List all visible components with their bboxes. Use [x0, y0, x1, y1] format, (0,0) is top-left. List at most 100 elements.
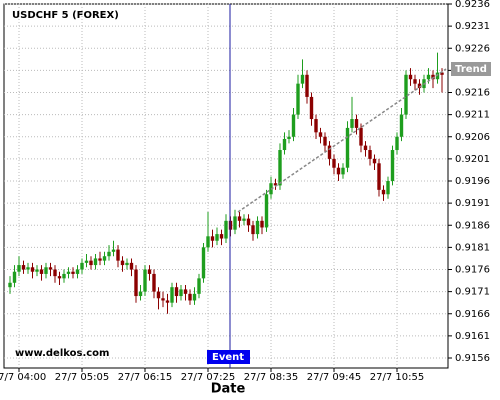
candle-body [116, 249, 120, 261]
candle-body [188, 293, 192, 301]
y-tick-label: 0.9191 [455, 198, 490, 209]
candle-body [278, 150, 282, 186]
candle-body [273, 183, 278, 186]
candle-body [21, 265, 26, 270]
candle-body [62, 273, 66, 279]
x-tick-label: 27/7 05:05 [55, 372, 109, 383]
trend-box [451, 62, 491, 76]
candle-body [219, 234, 224, 239]
y-tick-label: 0.9216 [455, 88, 490, 99]
candle-body [26, 267, 30, 270]
candle-body [210, 236, 215, 241]
candle-body [300, 74, 305, 84]
candle-body [165, 300, 170, 303]
candle-body [323, 136, 327, 146]
candle-body [201, 247, 206, 279]
candle-body [143, 269, 147, 292]
trend-label: Trend [455, 64, 487, 75]
candle-body [291, 114, 296, 137]
event-label: Event [212, 352, 244, 363]
y-tick-label: 0.9236 [455, 0, 490, 10]
candle-body [233, 216, 237, 230]
candle-body [84, 260, 89, 263]
x-tick-label: 27/7 10:55 [370, 372, 424, 383]
candle-body [368, 150, 372, 159]
candle-body [129, 262, 134, 270]
candle-body [192, 293, 197, 301]
y-tick-label: 0.9196 [455, 176, 490, 187]
y-tick-label: 0.9176 [455, 265, 490, 276]
candle-body [408, 74, 413, 80]
candle-body [111, 249, 116, 252]
candle-body [435, 72, 440, 80]
candle-body [260, 220, 264, 228]
candle-body [417, 83, 422, 89]
candle-body [12, 271, 17, 283]
watermark: www.delkos.com [15, 348, 109, 359]
candle-body [426, 74, 431, 80]
candle-body [287, 136, 291, 139]
y-tick-label: 0.9211 [455, 110, 490, 121]
candle-body [224, 220, 228, 239]
candle-body [170, 287, 174, 303]
candle-body [44, 267, 48, 274]
y-tick-label: 0.9186 [455, 220, 490, 231]
candle-body [152, 273, 156, 292]
candle-body [120, 260, 125, 266]
x-tick-label: 27/7 04:00 [0, 372, 46, 383]
x-tick-label: 27/7 07:25 [181, 372, 235, 383]
candle-body [431, 74, 435, 80]
candle-body [318, 132, 323, 137]
candle-body [309, 96, 314, 120]
candle-body [404, 74, 408, 115]
candle-body [363, 145, 368, 151]
candle-body [197, 278, 201, 294]
candle-body [179, 289, 183, 297]
y-tick-label: 0.9156 [455, 353, 490, 364]
y-tick-label: 0.9231 [455, 21, 490, 32]
candle-body [183, 289, 188, 294]
candle-body [242, 218, 246, 221]
candle-body [161, 298, 165, 301]
candle-body [53, 269, 57, 277]
candle-body [336, 167, 341, 175]
candle-body [314, 119, 318, 133]
candle-body [296, 83, 300, 115]
candle-body [107, 251, 111, 257]
candle-body [93, 258, 98, 266]
candle-body [75, 269, 80, 274]
candle-body [66, 271, 71, 274]
candle-body [98, 258, 102, 261]
x-tick-label: 27/7 08:35 [244, 372, 298, 383]
y-tick-label: 0.9171 [455, 287, 490, 298]
candle-body [237, 216, 242, 221]
x-tick-label: 27/7 09:45 [307, 372, 361, 383]
candle-body [354, 119, 359, 128]
candle-body [345, 127, 350, 168]
candle-body [30, 267, 35, 272]
candle-body [138, 291, 143, 297]
candle-body [80, 262, 84, 270]
candle-body [174, 287, 179, 297]
event-box [207, 350, 250, 364]
y-tick-label: 0.9226 [455, 43, 490, 54]
candle-body [255, 220, 260, 235]
candle-body [413, 79, 417, 84]
candle-body [332, 158, 336, 168]
candle-body [89, 260, 93, 266]
y-tick-label: 0.9206 [455, 132, 490, 143]
candle-body [341, 167, 345, 175]
candle-body [359, 127, 363, 146]
y-tick-label: 0.9201 [455, 154, 490, 165]
candle-body [264, 194, 269, 228]
candle-body [399, 114, 404, 137]
y-tick-label: 0.9181 [455, 242, 490, 253]
candle-body [206, 236, 210, 248]
candle-body [305, 74, 309, 97]
x-tick-label: 27/7 06:15 [118, 372, 172, 383]
candle-body [17, 265, 21, 272]
candle-body [102, 256, 107, 261]
candle-body [282, 138, 287, 151]
